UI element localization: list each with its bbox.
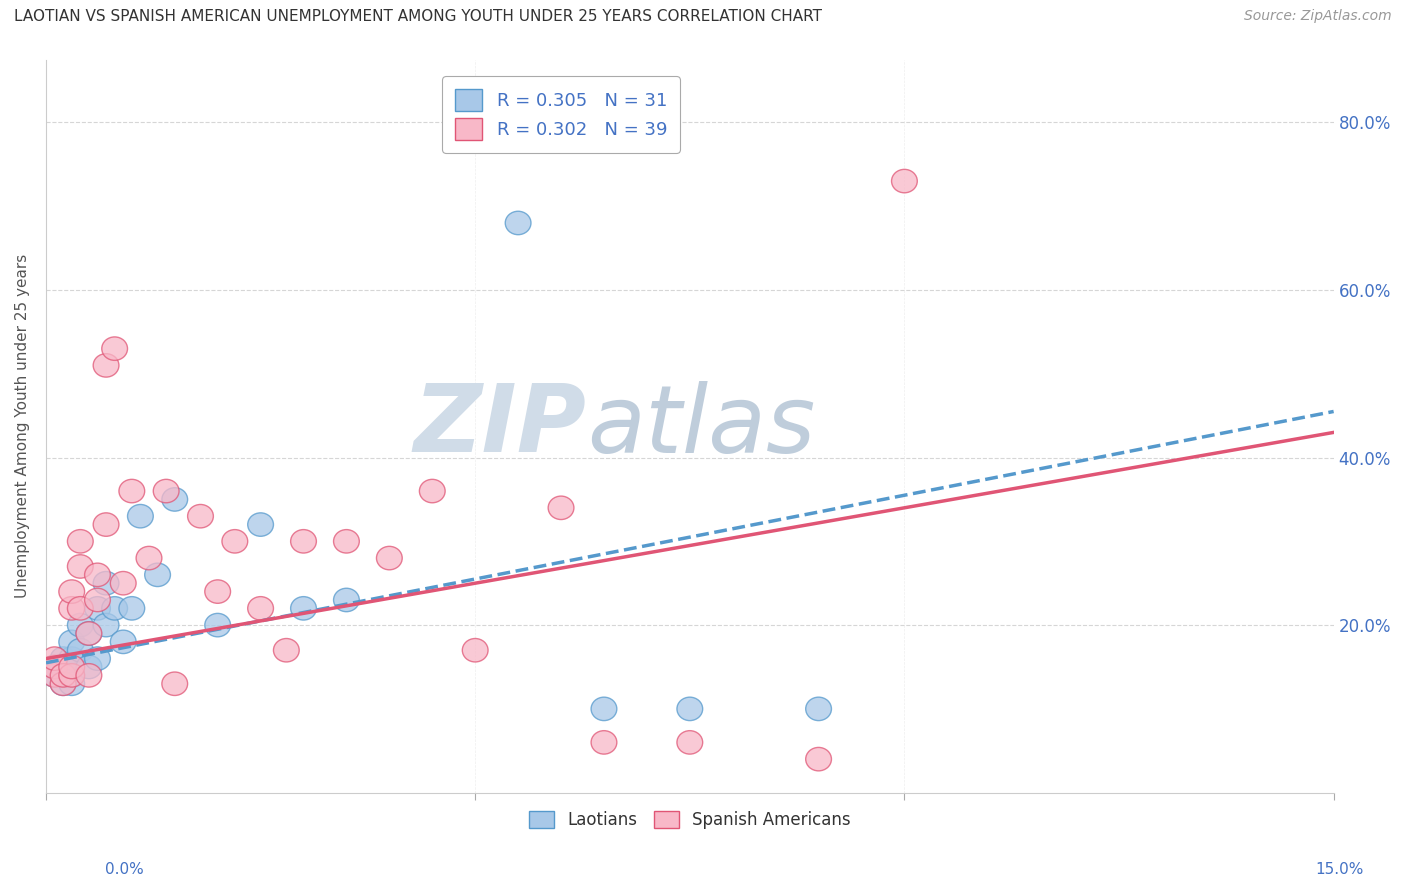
Y-axis label: Unemployment Among Youth under 25 years: Unemployment Among Youth under 25 years — [15, 254, 30, 599]
Legend: Laotians, Spanish Americans: Laotians, Spanish Americans — [522, 804, 858, 836]
Text: 0.0%: 0.0% — [105, 863, 145, 877]
Text: Source: ZipAtlas.com: Source: ZipAtlas.com — [1244, 9, 1392, 23]
Text: 15.0%: 15.0% — [1316, 863, 1364, 877]
Text: atlas: atlas — [586, 381, 815, 472]
Text: ZIP: ZIP — [413, 380, 586, 472]
Text: LAOTIAN VS SPANISH AMERICAN UNEMPLOYMENT AMONG YOUTH UNDER 25 YEARS CORRELATION : LAOTIAN VS SPANISH AMERICAN UNEMPLOYMENT… — [14, 9, 823, 24]
